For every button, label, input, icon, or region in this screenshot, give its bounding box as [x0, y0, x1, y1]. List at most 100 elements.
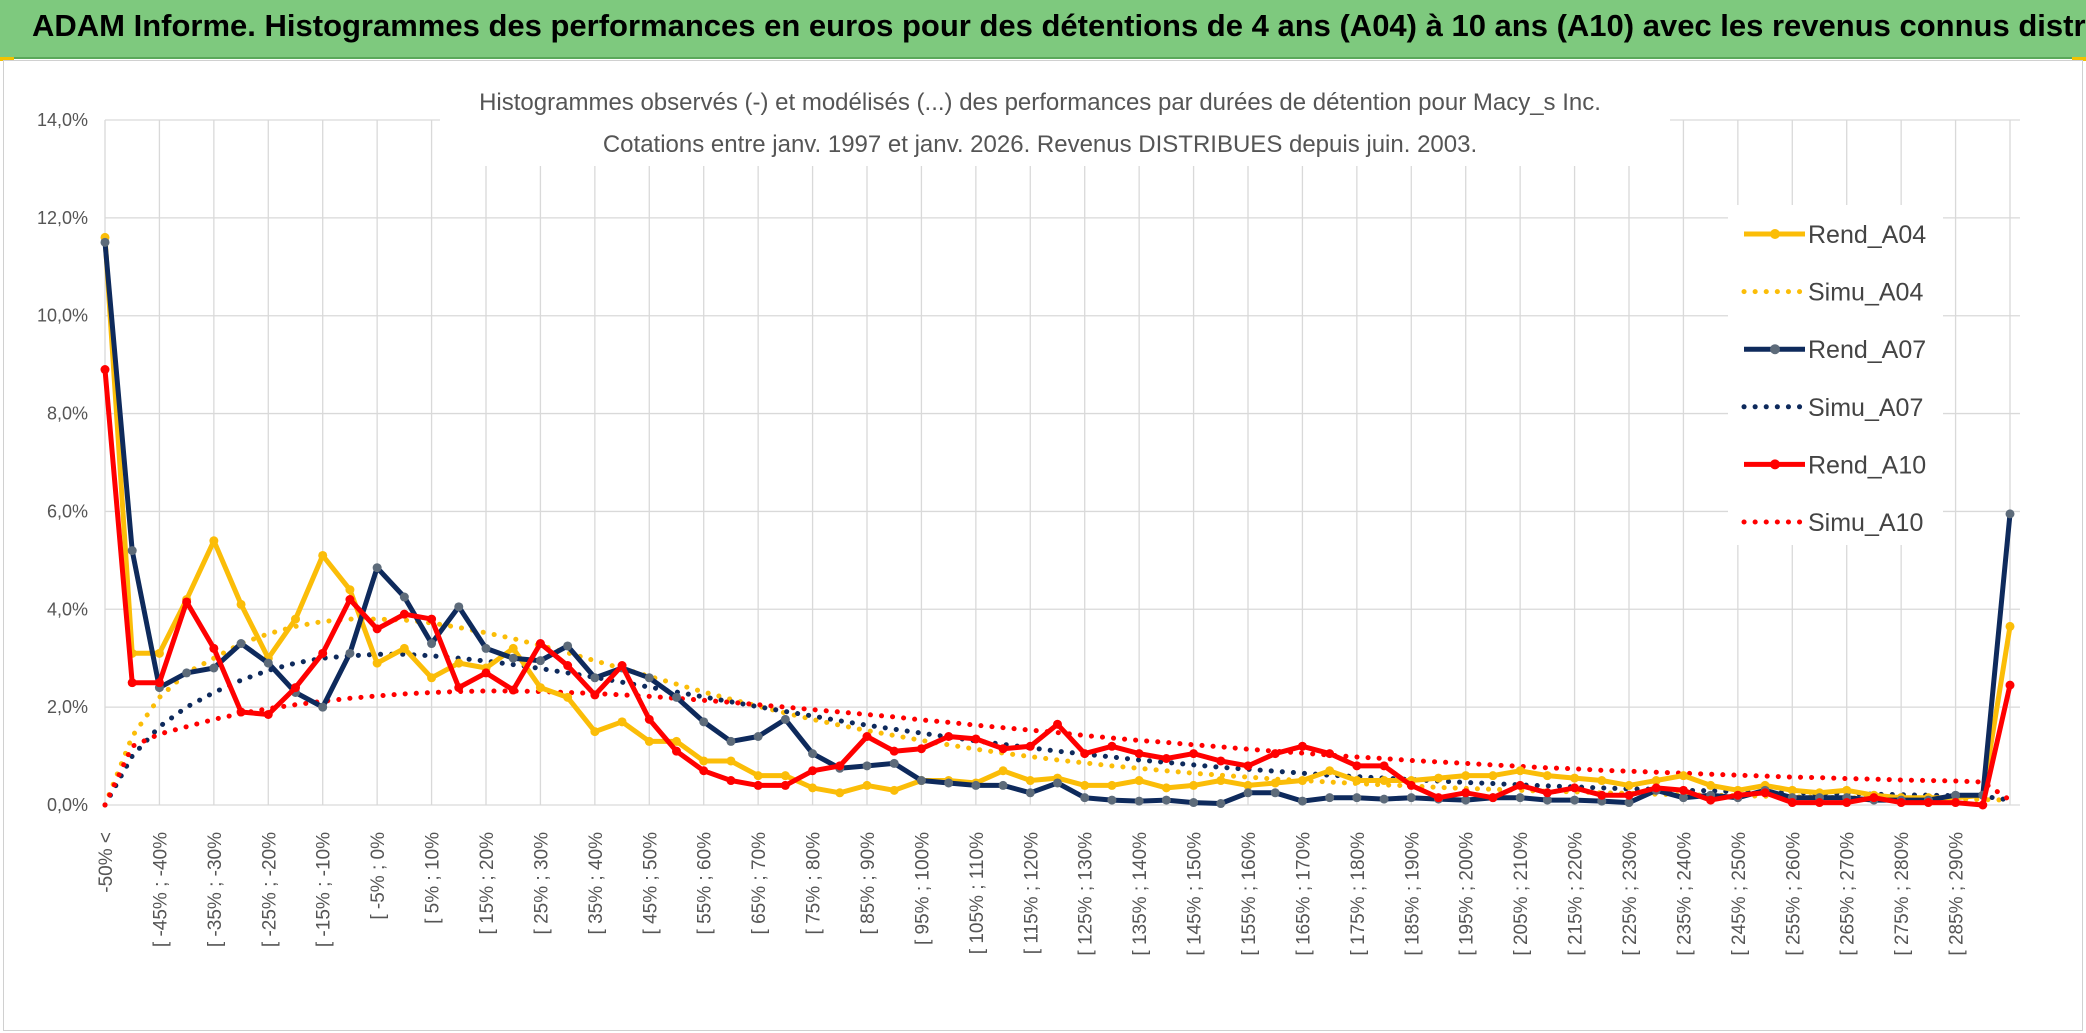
corner-mark-left	[0, 57, 14, 61]
x-tick-label: [ 125% ; 130%	[1076, 832, 1097, 956]
point-Rend_A04	[1651, 776, 1661, 786]
x-tick-label: [ 165% ; 170%	[1293, 832, 1314, 956]
point-Rend_A10	[1025, 741, 1035, 751]
point-Rend_A10	[182, 597, 192, 607]
point-Rend_A04	[563, 692, 573, 702]
point-Rend_A07	[1161, 795, 1171, 805]
legend-item-Rend_A10: Rend_A10	[1744, 451, 1926, 479]
x-tick-label: [ 185% ; 190%	[1402, 832, 1423, 956]
point-Rend_A04	[1189, 780, 1199, 790]
point-Rend_A04	[1352, 776, 1362, 786]
point-Rend_A10	[1080, 749, 1090, 759]
line-Simu_A07	[102, 651, 2013, 808]
legend-label: Simu_A07	[1808, 394, 1923, 422]
x-tick-label: [ 35% ; 40%	[586, 832, 607, 935]
point-Rend_A10	[481, 668, 491, 678]
point-Rend_A10	[1243, 761, 1253, 771]
point-Rend_A07	[1025, 788, 1035, 798]
x-tick-label: [ 285% ; 290%	[1947, 832, 1968, 956]
x-tick-label: [ 195% ; 200%	[1457, 832, 1478, 956]
point-Rend_A07	[535, 656, 545, 666]
point-Rend_A07	[1270, 788, 1280, 798]
legend-item-Rend_A07: Rend_A07	[1744, 336, 1926, 364]
point-Rend_A07	[1297, 796, 1307, 806]
y-tick-label: 4,0%	[47, 599, 88, 619]
point-Rend_A10	[1842, 798, 1852, 808]
point-Rend_A10	[318, 648, 328, 658]
point-Rend_A10	[2005, 680, 2015, 690]
point-Rend_A10	[1815, 798, 1824, 808]
line-Rend_A07	[102, 242, 2013, 806]
point-Rend_A04	[1597, 776, 1607, 786]
point-Rend_A04	[862, 780, 872, 790]
point-Rend_A10	[1352, 761, 1362, 771]
point-Rend_A10	[291, 683, 300, 693]
legend-label: Rend_A07	[1808, 336, 1926, 364]
point-Rend_A10	[862, 732, 872, 741]
point-Rend_A07	[808, 749, 818, 759]
point-Rend_A10	[1379, 761, 1389, 771]
point-Rend_A10	[427, 614, 437, 624]
point-Rend_A04	[1325, 766, 1335, 776]
legend-bg	[1728, 205, 1943, 545]
point-Rend_A07	[1461, 795, 1471, 805]
x-axis-ticks: -50% < [ -45% ; -40% [ -35% ; -30% [ -25% ;…	[96, 832, 1968, 956]
corner-mark-right	[2072, 57, 2086, 61]
point-Rend_A07	[2005, 509, 2015, 519]
line-Rend_A10	[102, 369, 2013, 808]
point-Rend_A07	[726, 736, 736, 746]
point-Rend_A04	[1678, 771, 1688, 781]
x-tick-label: -50% <	[96, 832, 117, 893]
point-Rend_A10	[1624, 790, 1634, 800]
point-Rend_A04	[1706, 780, 1716, 790]
line-Rend_A04	[102, 237, 2013, 801]
point-Rend_A10	[345, 595, 355, 604]
point-Rend_A07	[209, 663, 219, 673]
point-Rend_A07	[508, 653, 518, 663]
point-Rend_A07	[127, 546, 137, 556]
point-Rend_A07	[1107, 795, 1117, 805]
series-Simu_A07	[102, 651, 2013, 808]
legend-marker	[1770, 459, 1780, 470]
point-Rend_A10	[1053, 719, 1062, 729]
x-tick-label: [ 205% ; 210%	[1511, 832, 1532, 956]
point-Rend_A04	[1107, 780, 1117, 790]
point-Rend_A07	[481, 643, 491, 653]
x-tick-label: [ 175% ; 180%	[1348, 832, 1369, 956]
y-tick-label: 14,0%	[37, 110, 88, 130]
point-Rend_A10	[971, 734, 981, 744]
point-Rend_A10	[944, 732, 954, 741]
point-Rend_A07	[699, 717, 709, 727]
x-tick-label: [ 255% ; 260%	[1783, 832, 1804, 956]
x-tick-label: [ 115% ; 120%	[1021, 832, 1042, 954]
point-Rend_A10	[154, 678, 164, 688]
x-tick-label: [ -35% ; -30%	[205, 832, 226, 947]
y-tick-label: 6,0%	[47, 501, 88, 521]
point-Rend_A07	[590, 673, 600, 683]
point-Rend_A07	[944, 778, 954, 788]
chart-title-box: Histogrammes observés (-) et modélisés (…	[440, 80, 1670, 166]
x-tick-label: [ 225% ; 230%	[1620, 832, 1641, 956]
point-Rend_A10	[100, 365, 110, 375]
point-Rend_A10	[1678, 785, 1688, 795]
point-Rend_A04	[154, 648, 164, 658]
point-Rend_A10	[1216, 756, 1226, 766]
point-Rend_A07	[1243, 788, 1253, 798]
point-Rend_A07	[1570, 795, 1580, 805]
point-Rend_A04	[291, 614, 300, 624]
point-Rend_A10	[1869, 793, 1879, 803]
x-tick-label: [ -25% ; -20%	[259, 832, 280, 947]
x-tick-label: [ 75% ; 80%	[804, 832, 825, 935]
point-Rend_A10	[1651, 783, 1661, 793]
legend-label: Simu_A10	[1808, 509, 1923, 537]
legend-label: Rend_A04	[1808, 221, 1926, 249]
line-Simu_A10	[102, 688, 2013, 808]
point-Rend_A04	[644, 736, 654, 746]
x-tick-label: [ 5% ; 10%	[423, 832, 444, 924]
point-Rend_A10	[726, 776, 736, 786]
point-Rend_A04	[2005, 621, 2015, 631]
x-tick-label: [ 25% ; 30%	[531, 832, 552, 935]
point-Rend_A04	[1624, 780, 1634, 790]
point-Rend_A07	[1406, 793, 1416, 803]
